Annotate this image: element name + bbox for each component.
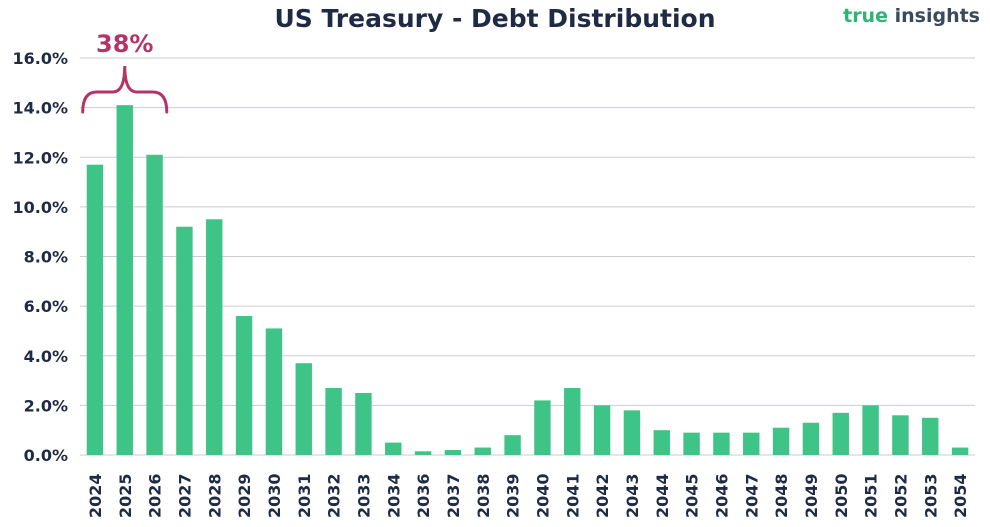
bar-2051 [862, 405, 879, 455]
x-tick-label: 2047 [742, 473, 761, 518]
y-tick-label: 14.0% [12, 99, 68, 118]
x-tick-label: 2053 [921, 473, 940, 518]
bar-2037 [444, 450, 462, 455]
x-tick-label: 2034 [384, 473, 403, 518]
bar-2029 [235, 316, 253, 455]
bar-2042 [593, 405, 611, 455]
x-tick-label: 2044 [653, 473, 672, 518]
x-tick-label: 2054 [951, 473, 970, 518]
bar-2033 [355, 392, 372, 455]
x-tick-label: 2045 [683, 473, 702, 518]
bar-2038 [474, 447, 491, 455]
brand-logo: true insights [843, 5, 980, 27]
bar-2045 [683, 432, 700, 455]
bars [86, 105, 969, 456]
x-tick-label: 2037 [444, 473, 463, 518]
bar-2043 [623, 410, 641, 455]
x-tick-label: 2041 [563, 473, 582, 518]
x-tick-label: 2032 [325, 473, 344, 518]
bar-2024 [86, 164, 104, 455]
annotation: 38% [81, 30, 169, 114]
x-tick-label: 2025 [116, 473, 135, 518]
y-tick-label: 4.0% [24, 347, 68, 366]
bar-2048 [772, 427, 790, 455]
x-tick-label: 2027 [175, 473, 194, 518]
bar-2046 [713, 432, 730, 455]
bar-2027 [176, 226, 193, 455]
x-tick-label: 2052 [891, 473, 910, 518]
y-tick-label: 10.0% [12, 198, 68, 217]
gridlines [80, 57, 975, 456]
bar-2052 [892, 415, 909, 455]
x-tick-label: 2039 [504, 473, 523, 518]
bar-2032 [325, 388, 342, 455]
chart-title: US Treasury - Debt Distribution [274, 4, 716, 33]
x-tick-label: 2043 [623, 473, 642, 518]
y-tick-label: 16.0% [12, 49, 68, 68]
bar-2054 [951, 447, 969, 455]
bar-2028 [206, 219, 223, 455]
x-tick-label: 2026 [146, 473, 165, 518]
y-tick-label: 12.0% [12, 148, 68, 167]
bar-2053 [922, 417, 939, 455]
y-tick-label: 6.0% [24, 297, 68, 316]
bar-2034 [385, 442, 402, 455]
annotation-label: 38% [96, 30, 153, 58]
x-tick-label: 2040 [533, 473, 552, 518]
bar-2050 [832, 412, 849, 455]
bar-2031 [295, 363, 312, 455]
x-tick-label: 2051 [862, 473, 881, 518]
x-tick-label: 2046 [712, 473, 731, 518]
annotation-brace [81, 65, 169, 114]
x-tick-label: 2050 [832, 473, 851, 518]
brand-logo-part1: true [843, 5, 888, 27]
bar-2025 [116, 105, 133, 456]
bar-2049 [802, 422, 820, 455]
bar-2040 [534, 400, 551, 455]
y-tick-label: 8.0% [24, 248, 68, 267]
x-tick-label: 2033 [354, 473, 373, 518]
x-tick-label: 2029 [235, 473, 254, 518]
x-tick-label: 2031 [295, 473, 314, 518]
y-tick-label: 2.0% [24, 396, 68, 415]
x-axis-ticks: 2024 2025 2026 2027 2028 2029 2030 2031 2032 2033… [86, 473, 970, 518]
bar-2039 [504, 435, 521, 455]
bar-2036 [414, 451, 432, 455]
x-tick-label: 2048 [772, 473, 791, 518]
x-tick-label: 2038 [474, 473, 493, 518]
x-tick-label: 2036 [414, 473, 433, 518]
bar-2044 [653, 430, 670, 455]
brand-logo-part2: insights [894, 5, 980, 27]
bar-2041 [564, 388, 581, 455]
y-tick-label: 0.0% [24, 446, 68, 465]
x-tick-label: 2024 [86, 473, 105, 518]
x-tick-label: 2042 [593, 473, 612, 518]
bar-2026 [146, 154, 163, 456]
x-tick-label: 2049 [802, 473, 821, 518]
bar-2030 [265, 328, 283, 455]
y-axis-ticks: 0.0% 2.0% 4.0% 6.0% 8.0% 10.0% 12.0% 14.0% 16.0% [12, 49, 68, 465]
x-tick-label: 2030 [265, 473, 284, 518]
bar-2047 [743, 432, 760, 455]
x-tick-label: 2028 [205, 473, 224, 518]
